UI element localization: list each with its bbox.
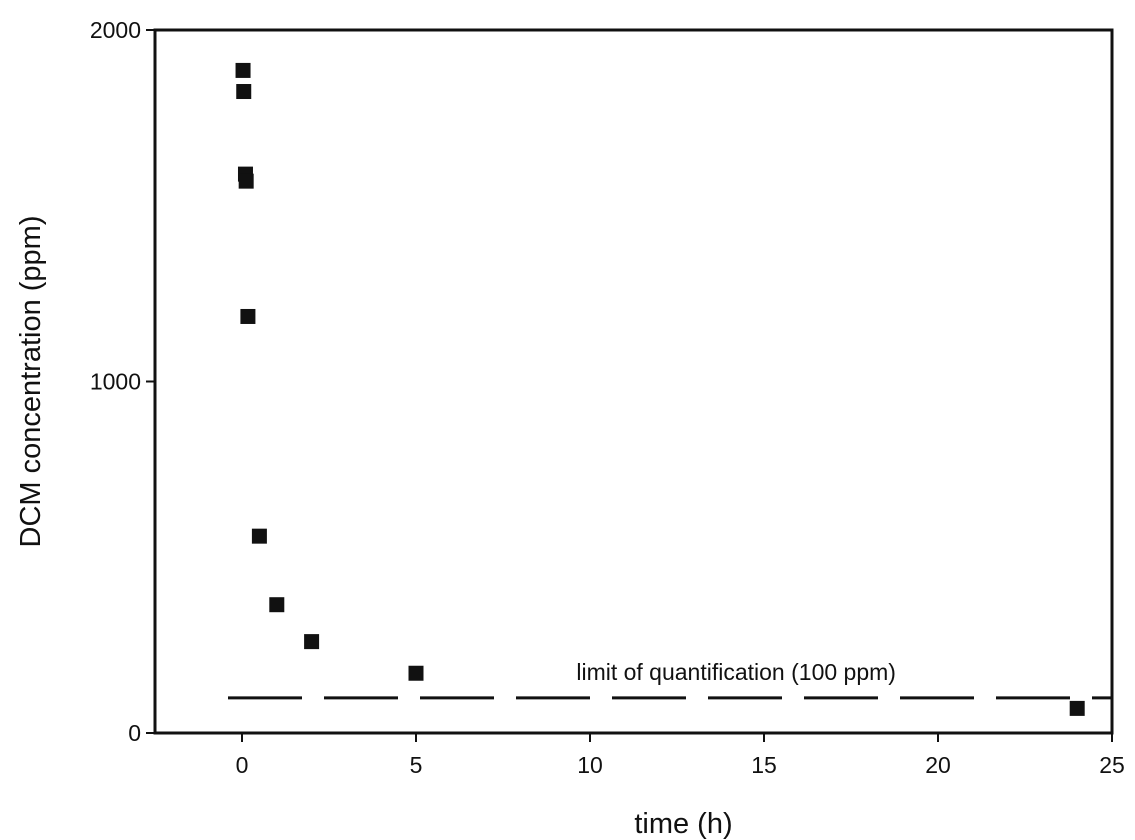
data-point: [240, 308, 256, 324]
data-point: [238, 173, 254, 189]
y-axis: 0 1000 2000: [90, 17, 155, 746]
x-axis-label: time (h): [634, 808, 732, 840]
x-axis: 0 5 10 15 20 25: [236, 733, 1125, 778]
y-tick-label: 0: [128, 720, 141, 746]
x-tick-label: 10: [577, 752, 603, 778]
data-point: [1069, 700, 1085, 716]
x-tick-label: 15: [751, 752, 777, 778]
plot-frame: [153, 28, 1114, 735]
data-point: [408, 665, 424, 681]
data-point: [304, 634, 320, 650]
data-point: [235, 62, 251, 78]
y-axis-label: DCM concentration (ppm): [15, 216, 47, 548]
plot-border: [153, 28, 1114, 735]
data-point: [269, 597, 285, 613]
x-tick-label: 20: [925, 752, 951, 778]
x-tick-label: 25: [1099, 752, 1125, 778]
x-tick-label: 0: [236, 752, 249, 778]
data-point: [236, 84, 252, 100]
data-points: [235, 62, 1085, 716]
y-tick-label: 2000: [90, 17, 141, 43]
y-tick-label: 1000: [90, 369, 141, 395]
limit-of-quantification-label: limit of quantification (100 ppm): [576, 659, 896, 685]
data-point: [251, 528, 267, 544]
x-tick-label: 5: [410, 752, 423, 778]
